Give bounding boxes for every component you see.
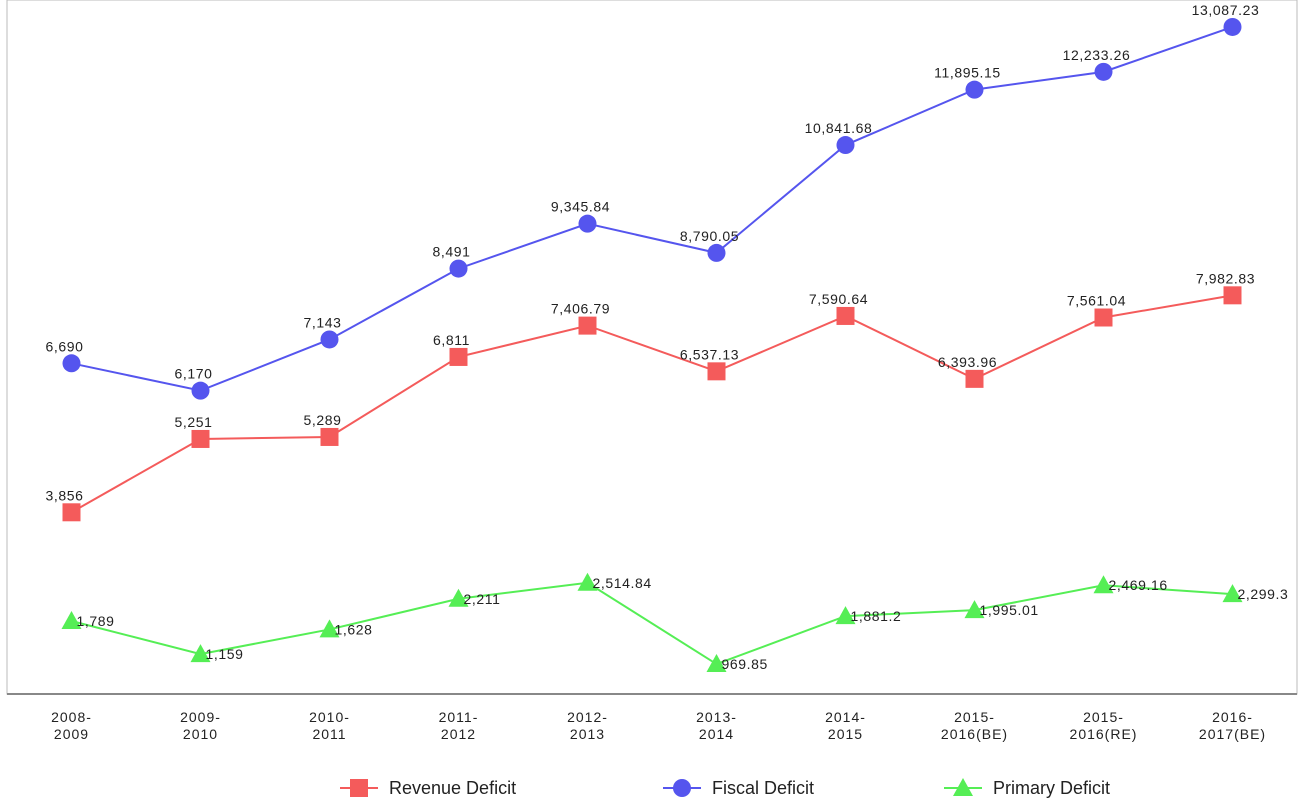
revenue-deficit-data-label: 7,590.64 xyxy=(809,291,868,307)
x-axis-ticks: 2008-2009 2009-2010 2010-2011 2011-2012 2012… xyxy=(51,709,1266,742)
fiscal-deficit-point xyxy=(449,259,468,278)
fiscal-deficit-data-label: 7,143 xyxy=(303,314,341,330)
fiscal-deficit-line xyxy=(71,26,1233,392)
fiscal-deficit-data-label: 9,345.84 xyxy=(551,199,610,215)
primary-deficit-data-label: 2,211 xyxy=(464,591,501,607)
revenue-deficit-point xyxy=(320,427,339,446)
fiscal-deficit-point xyxy=(836,136,855,155)
x-tick-label: 2013-2014 xyxy=(696,709,737,742)
revenue-deficit-data-label: 3,856 xyxy=(45,487,83,503)
primary-deficit-point xyxy=(190,644,211,663)
data-label-layer: 3,856 5,251 5,289 6,811 7,406.79 6,537.13 7,59… xyxy=(45,2,1289,672)
legend-item-fiscal-deficit[interactable]: Fiscal Deficit xyxy=(663,778,814,798)
x-tick-label: 2014-2015 xyxy=(825,709,866,742)
primary-deficit-data-label: 2,299.3 xyxy=(1238,586,1289,602)
legend: Revenue Deficit Fiscal Deficit Primary Def… xyxy=(340,778,1110,798)
fiscal-deficit-data-label: 8,491 xyxy=(432,244,470,260)
primary-deficit-point xyxy=(577,572,598,591)
fiscal-deficit-point xyxy=(320,330,339,349)
primary-deficit-data-label: 969.85 xyxy=(722,656,768,672)
revenue-deficit-point xyxy=(1094,308,1113,327)
revenue-deficit-data-label: 7,406.79 xyxy=(551,301,610,317)
fiscal-deficit-point xyxy=(578,214,597,233)
x-tick-label: 2008-2009 xyxy=(51,709,92,742)
primary-deficit-point xyxy=(1093,575,1114,594)
revenue-deficit-data-label: 6,811 xyxy=(433,332,470,348)
x-tick-label: 2016-2017(BE) xyxy=(1199,709,1266,742)
revenue-deficit-data-label: 7,982.83 xyxy=(1196,270,1255,286)
x-tick-label: 2015-2016(BE) xyxy=(941,709,1008,742)
primary-deficit-data-label: 1,628 xyxy=(335,621,373,637)
revenue-deficit-point xyxy=(449,347,468,366)
primary-deficit-point xyxy=(706,654,727,673)
x-tick-label: 2009-2010 xyxy=(180,709,221,742)
revenue-deficit-data-label: 6,537.13 xyxy=(680,346,739,362)
fiscal-deficit-data-label: 10,841.68 xyxy=(805,120,873,136)
fiscal-deficit-point xyxy=(707,243,726,262)
x-tick-label: 2010-2011 xyxy=(309,709,350,742)
legend-label: Fiscal Deficit xyxy=(712,778,814,798)
revenue-deficit-data-label: 6,393.96 xyxy=(938,354,997,370)
revenue-deficit-data-label: 5,289 xyxy=(303,412,341,428)
fiscal-deficit-data-label: 6,690 xyxy=(45,338,83,354)
fiscal-deficit-point xyxy=(191,381,210,400)
legend-circle-marker xyxy=(673,779,691,797)
primary-deficit-data-label: 1,789 xyxy=(77,613,115,629)
primary-deficit-data-label: 2,469.16 xyxy=(1109,577,1168,593)
x-tick-label: 2012-2013 xyxy=(567,709,608,742)
primary-deficit-data-label: 1,159 xyxy=(206,646,244,662)
revenue-deficit-point xyxy=(836,306,855,325)
fiscal-deficit-data-label: 11,895.15 xyxy=(934,65,1001,81)
fiscal-deficit-data-label: 6,170 xyxy=(174,366,212,382)
revenue-deficit-point xyxy=(578,316,597,335)
primary-deficit-point xyxy=(1222,584,1243,603)
legend-item-revenue-deficit[interactable]: Revenue Deficit xyxy=(340,778,516,798)
fiscal-deficit-data-label: 8,790.05 xyxy=(680,228,739,244)
primary-deficit-line xyxy=(71,581,1233,666)
primary-deficit-point xyxy=(61,610,82,629)
legend-label: Revenue Deficit xyxy=(389,778,516,798)
primary-deficit-data-label: 1,995.01 xyxy=(980,602,1039,618)
legend-label: Primary Deficit xyxy=(993,778,1110,798)
revenue-deficit-point xyxy=(62,503,81,522)
revenue-deficit-point xyxy=(965,369,984,388)
fiscal-deficit-data-label: 13,087.23 xyxy=(1192,2,1260,18)
fiscal-deficit-point xyxy=(965,80,984,99)
fiscal-deficit-data-label: 12,233.26 xyxy=(1063,47,1131,63)
x-tick-label: 2015-2016(RE) xyxy=(1070,709,1138,742)
revenue-deficit-data-label: 5,251 xyxy=(174,414,212,430)
revenue-deficit-point xyxy=(707,362,726,381)
revenue-deficit-point xyxy=(191,429,210,448)
fiscal-deficit-point xyxy=(62,354,81,373)
legend-item-primary-deficit[interactable]: Primary Deficit xyxy=(944,778,1110,798)
fiscal-deficit-point xyxy=(1094,62,1113,81)
primary-deficit-point xyxy=(835,606,856,625)
legend-triangle-marker xyxy=(953,778,973,796)
fiscal-deficit-point xyxy=(1223,17,1242,36)
primary-deficit-point xyxy=(448,588,469,607)
primary-deficit-data-label: 2,514.84 xyxy=(593,575,652,591)
primary-deficit-point xyxy=(319,619,340,638)
revenue-deficit-data-label: 7,561.04 xyxy=(1067,293,1126,309)
series-layer xyxy=(61,17,1243,673)
revenue-deficit-line xyxy=(71,294,1233,514)
legend-square-marker xyxy=(350,779,368,797)
revenue-deficit-point xyxy=(1223,286,1242,305)
primary-deficit-point xyxy=(964,600,985,619)
primary-deficit-data-label: 1,881.2 xyxy=(851,608,902,624)
x-tick-label: 2011-2012 xyxy=(439,709,479,742)
